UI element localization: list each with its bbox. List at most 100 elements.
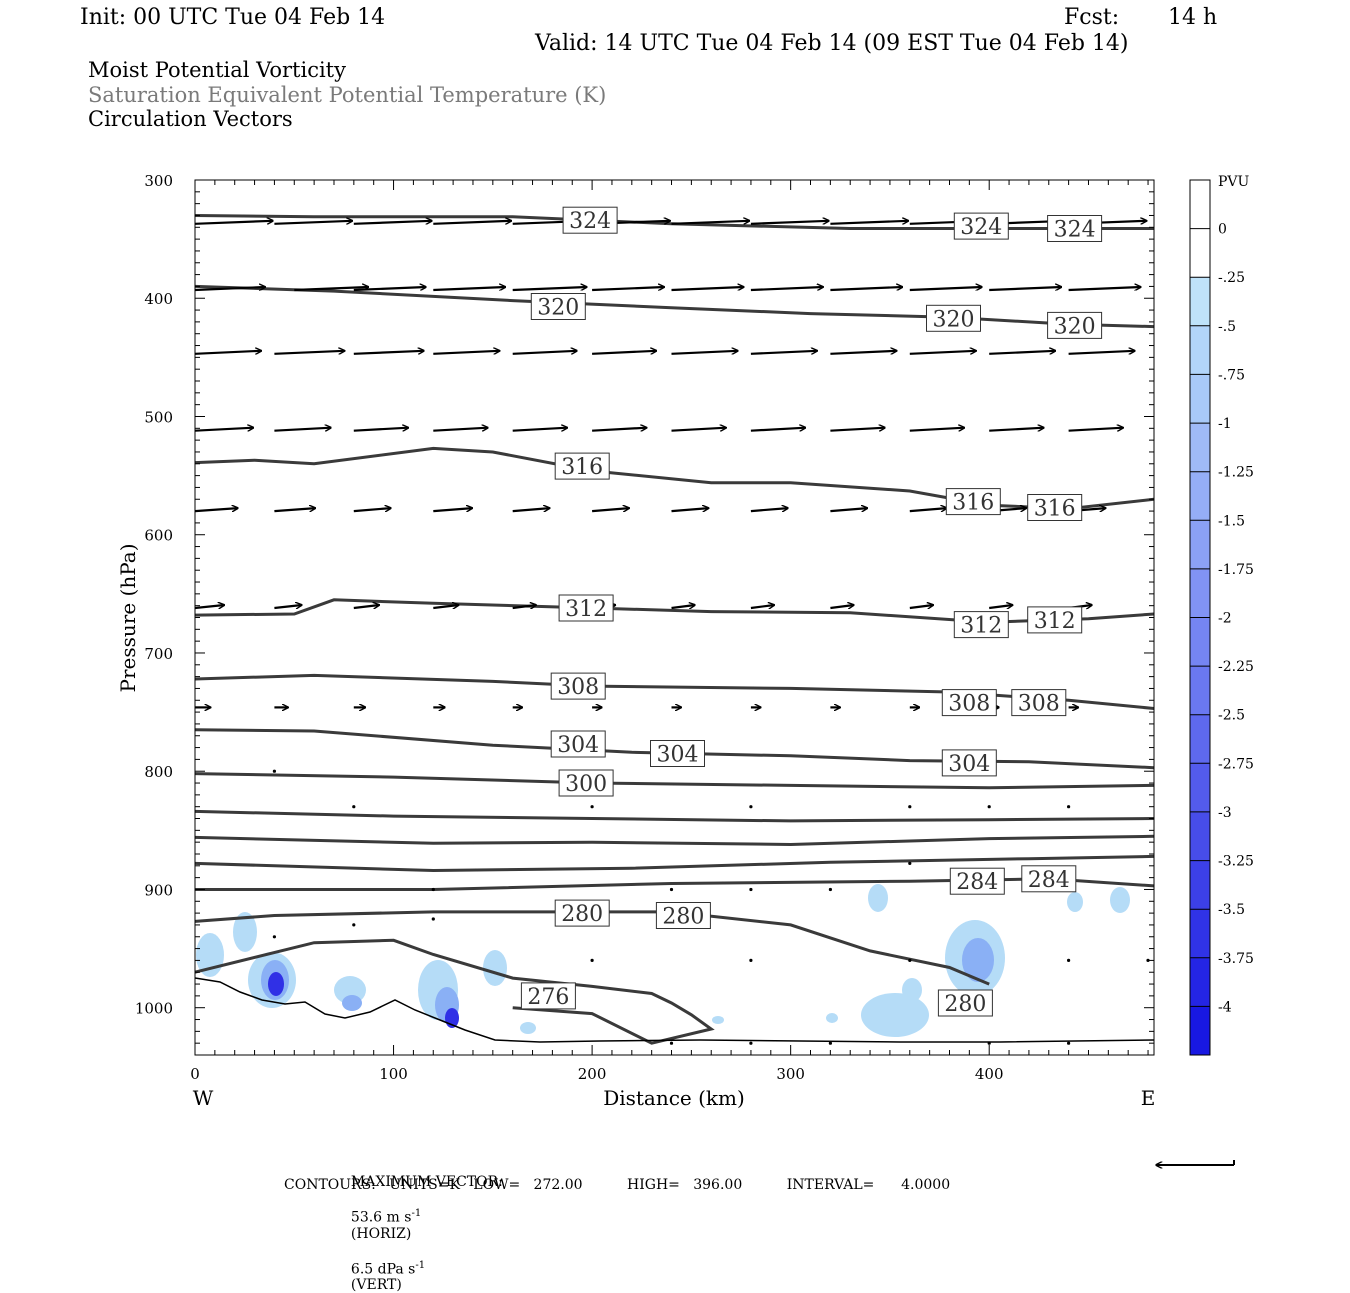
axis-tick-labels: 0 100 200 300 400 300 400 500 600 700 800 900 1000: [135, 172, 1004, 1083]
circulation-vector: [353, 508, 391, 513]
contour-label: 300: [565, 772, 607, 797]
contour-label-box: [953, 611, 1009, 639]
contour-label-box: [937, 989, 993, 1017]
contour-label: 276: [527, 985, 569, 1010]
colorbar-label: -.25: [1218, 270, 1245, 286]
circulation-vector: [671, 428, 727, 432]
circulation-vector: [671, 605, 695, 608]
circulation-vector: [433, 605, 458, 608]
mpv-patch: [483, 950, 507, 986]
max-vector-vert-unit: (VERT): [350, 1277, 402, 1293]
x-tick-label: 100: [379, 1065, 408, 1083]
circulation-vector: [195, 508, 238, 513]
axis-ticks: [194, 179, 1154, 1056]
contour-label: 320: [1054, 314, 1096, 339]
mpv-patch: [861, 993, 929, 1037]
colorbar-label: -2: [1218, 611, 1232, 627]
circulation-vector: [353, 287, 426, 292]
weak-vector-dot: [749, 805, 753, 809]
contour-320: [195, 284, 1154, 329]
circulation-vector: [433, 221, 511, 225]
contour-label-box: [1011, 689, 1067, 717]
circulation-vector: [512, 605, 536, 608]
circulation-vector: [989, 287, 1061, 292]
contour-label-box: [562, 206, 618, 234]
colorbar-label: -3.5: [1218, 902, 1245, 918]
circulation-vector: [830, 351, 896, 355]
contour-label: 316: [561, 455, 603, 480]
y-tick-label: 500: [144, 408, 173, 426]
circulation-vector: [353, 605, 379, 608]
circulation-vector: [909, 287, 982, 292]
contour-label-box: [941, 749, 997, 777]
colorbar-label: -3.25: [1218, 854, 1254, 870]
mpv-patch: [268, 972, 284, 996]
circulation-vector: [750, 428, 806, 432]
contour-label: 284: [956, 870, 998, 895]
colorbar-label: -.75: [1218, 367, 1245, 383]
circulation-vector: [353, 428, 409, 432]
weak-vector-dot: [431, 887, 435, 892]
weak-vector-dot: [987, 805, 991, 809]
contour-label: 280: [662, 905, 704, 930]
circulation-vector: [830, 287, 902, 292]
colorbar-label: -1.5: [1218, 513, 1245, 529]
contour-308: [195, 673, 1154, 710]
weak-vector-dot: [908, 861, 912, 866]
circulation-vector: [750, 221, 829, 225]
weak-vector-dot: [749, 958, 753, 963]
colorbar-label: -1.75: [1218, 562, 1254, 578]
weak-vector-dot: [828, 887, 833, 892]
forecast-label: Fcst:: [1064, 5, 1120, 30]
colorbar-label: -2.75: [1218, 756, 1254, 772]
weak-vector-dot: [749, 1041, 753, 1045]
circulation-vector: [592, 287, 664, 292]
colorbar-label: -4: [1218, 999, 1232, 1015]
weak-vector-dot: [1067, 1041, 1071, 1045]
y-tick-label: 700: [144, 645, 173, 663]
weak-vector-dot: [908, 805, 912, 809]
contour-label: 284: [1028, 868, 1070, 893]
weak-vector-dot: [590, 805, 594, 809]
colorbar-label: 0: [1218, 222, 1227, 238]
weak-vector-dot: [828, 1041, 833, 1045]
contour-284: [195, 877, 1154, 891]
circulation-vector: [195, 287, 265, 292]
valid-time: Valid: 14 UTC Tue 04 Feb 14 (09 EST Tue …: [535, 31, 1129, 56]
max-vector-horiz: 53.6 m s: [350, 1209, 412, 1226]
circulation-vector: [1068, 428, 1124, 432]
contour-316: [195, 446, 1154, 511]
colorbar-label: -.5: [1218, 319, 1236, 335]
circulation-vector: [195, 428, 254, 432]
contour-label-box: [554, 452, 610, 480]
contour-label: 312: [960, 614, 1002, 639]
field-circulation: Circulation Vectors: [88, 107, 293, 131]
contour-label: 312: [565, 597, 607, 622]
x-tick-label: 200: [578, 1065, 607, 1083]
colorbar-swatch: [1190, 1006, 1210, 1056]
weak-vector-dot: [272, 769, 276, 773]
contour-label-box: [1021, 865, 1077, 893]
circulation-vector: [830, 605, 853, 608]
circulation-vector: [274, 605, 301, 608]
circulation-vector: [909, 605, 933, 608]
contour-label-box: [530, 293, 586, 320]
contour-label-box: [1027, 606, 1083, 634]
vert-exponent: -1: [415, 1259, 426, 1271]
circulation-vector: [433, 351, 499, 355]
circulation-vector: [433, 428, 488, 432]
colorbar-swatch: [1190, 617, 1210, 667]
contour-label-box: [926, 304, 981, 332]
colorbar-swatch: [1190, 228, 1210, 278]
contour-label-box: [650, 740, 705, 767]
contour-label: 320: [537, 296, 579, 321]
contour-label: 308: [1018, 692, 1060, 717]
weak-vector-dot: [749, 887, 753, 892]
circulation-vector: [1068, 351, 1135, 355]
terrain-surface: [195, 977, 1154, 1043]
mpv-patch: [868, 884, 888, 912]
contour-300: [195, 772, 1154, 790]
footer-contours: CONTOURS: UNITS=K LOW= 272.00 HIGH= 396.…: [284, 1177, 951, 1193]
y-tick-label: 300: [144, 172, 173, 190]
weak-vector-dot: [272, 935, 276, 939]
